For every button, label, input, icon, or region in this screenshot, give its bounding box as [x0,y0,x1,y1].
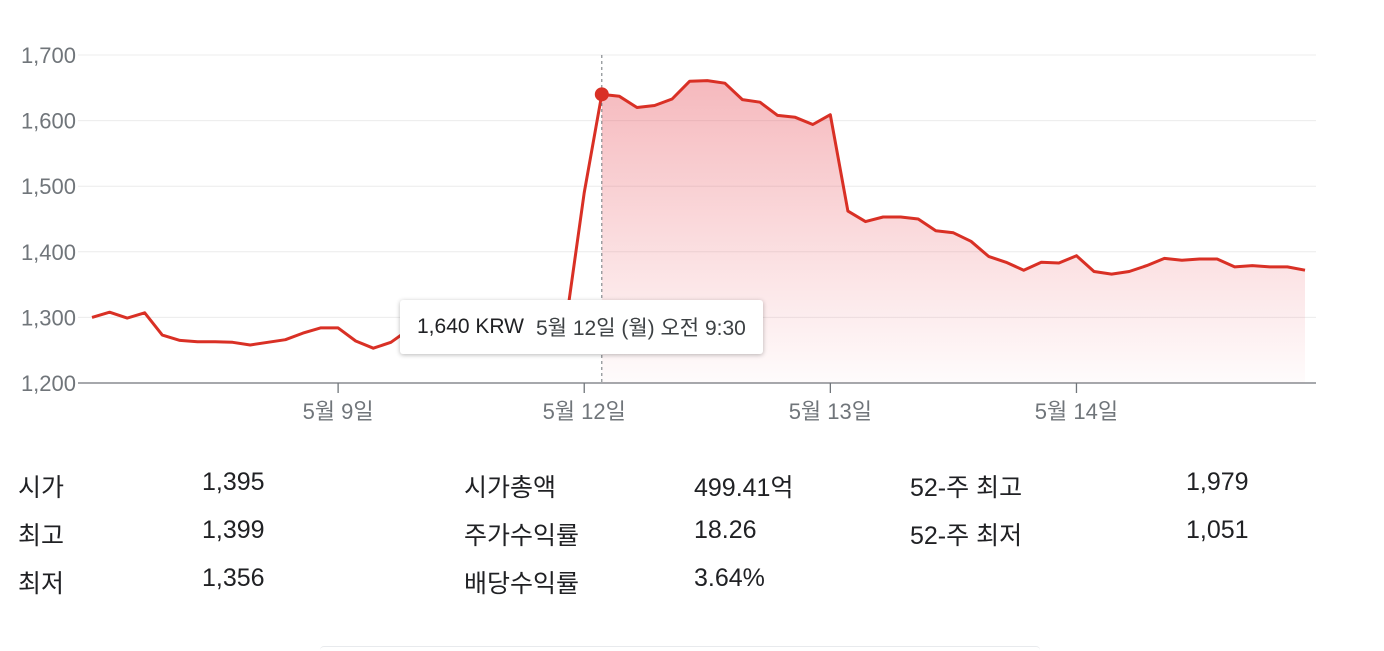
y-tick-label: 1,400 [21,240,76,265]
y-tick-label: 1,200 [21,371,76,396]
stat-label-open: 시가 [18,474,65,502]
y-tick-label: 1,600 [21,109,76,134]
stat-value-market-cap: 499.41억 [694,474,794,502]
stat-label-dividend-yield: 배당수익률 [464,570,580,598]
stat-label-market-cap: 시가총액 [464,474,557,502]
price-chart[interactable]: 1,700 1,600 1,500 1,400 1,300 1,200 5월 9일 5월 1… [0,0,1384,440]
hover-tooltip: 1,640 KRW 5월 12일 (월) 오전 9:30 [400,300,763,354]
stat-value-dividend-yield: 3.64% [694,564,765,592]
x-tick-label: 5월 14일 [1035,399,1118,424]
y-axis: 1,700 1,600 1,500 1,400 1,300 1,200 [21,43,76,396]
tooltip-time: 5월 12일 (월) 오전 9:30 [536,317,746,340]
x-tick-label: 5월 9일 [303,399,374,424]
stat-label-pe-ratio: 주가수익률 [464,522,580,550]
stats-row: 최저 1,356 배당수익률 3.64% [0,564,1384,608]
y-tick-label: 1,500 [21,174,76,199]
x-tick-label: 5월 13일 [789,399,872,424]
stat-label-52w-low: 52-주 최저 [910,522,1023,550]
price-line [91,79,1306,350]
stat-value-52w-high: 1,979 [1186,468,1249,496]
stat-value-pe-ratio: 18.26 [694,516,757,544]
stat-value-high: 1,399 [202,516,265,544]
stats-row: 최고 1,399 주가수익률 18.26 52-주 최저 1,051 [0,516,1384,560]
stat-value-low: 1,356 [202,564,265,592]
y-tick-label: 1,300 [21,305,76,330]
stat-label-low: 최저 [18,570,65,598]
x-tick-label: 5월 12일 [543,399,626,424]
stats-row: 시가 1,395 시가총액 499.41억 52-주 최고 1,979 [0,468,1384,512]
stat-label-high: 최고 [18,522,65,550]
stat-label-52w-high: 52-주 최고 [910,474,1023,502]
bottom-panel-edge [320,646,1040,651]
hover-point [594,87,609,102]
price-area [601,80,1305,383]
stat-value-open: 1,395 [202,468,265,496]
stat-value-52w-low: 1,051 [1186,516,1249,544]
x-axis: 5월 9일 5월 12일 5월 13일 5월 14일 [303,383,1118,424]
y-tick-label: 1,700 [21,43,76,68]
tooltip-price: 1,640 KRW [417,315,524,338]
